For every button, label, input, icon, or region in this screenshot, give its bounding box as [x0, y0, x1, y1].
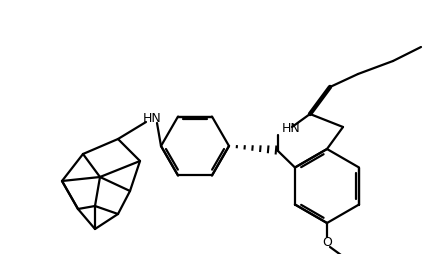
Text: HN: HN	[282, 121, 301, 134]
Text: O: O	[322, 235, 332, 248]
Text: HN: HN	[142, 111, 161, 124]
